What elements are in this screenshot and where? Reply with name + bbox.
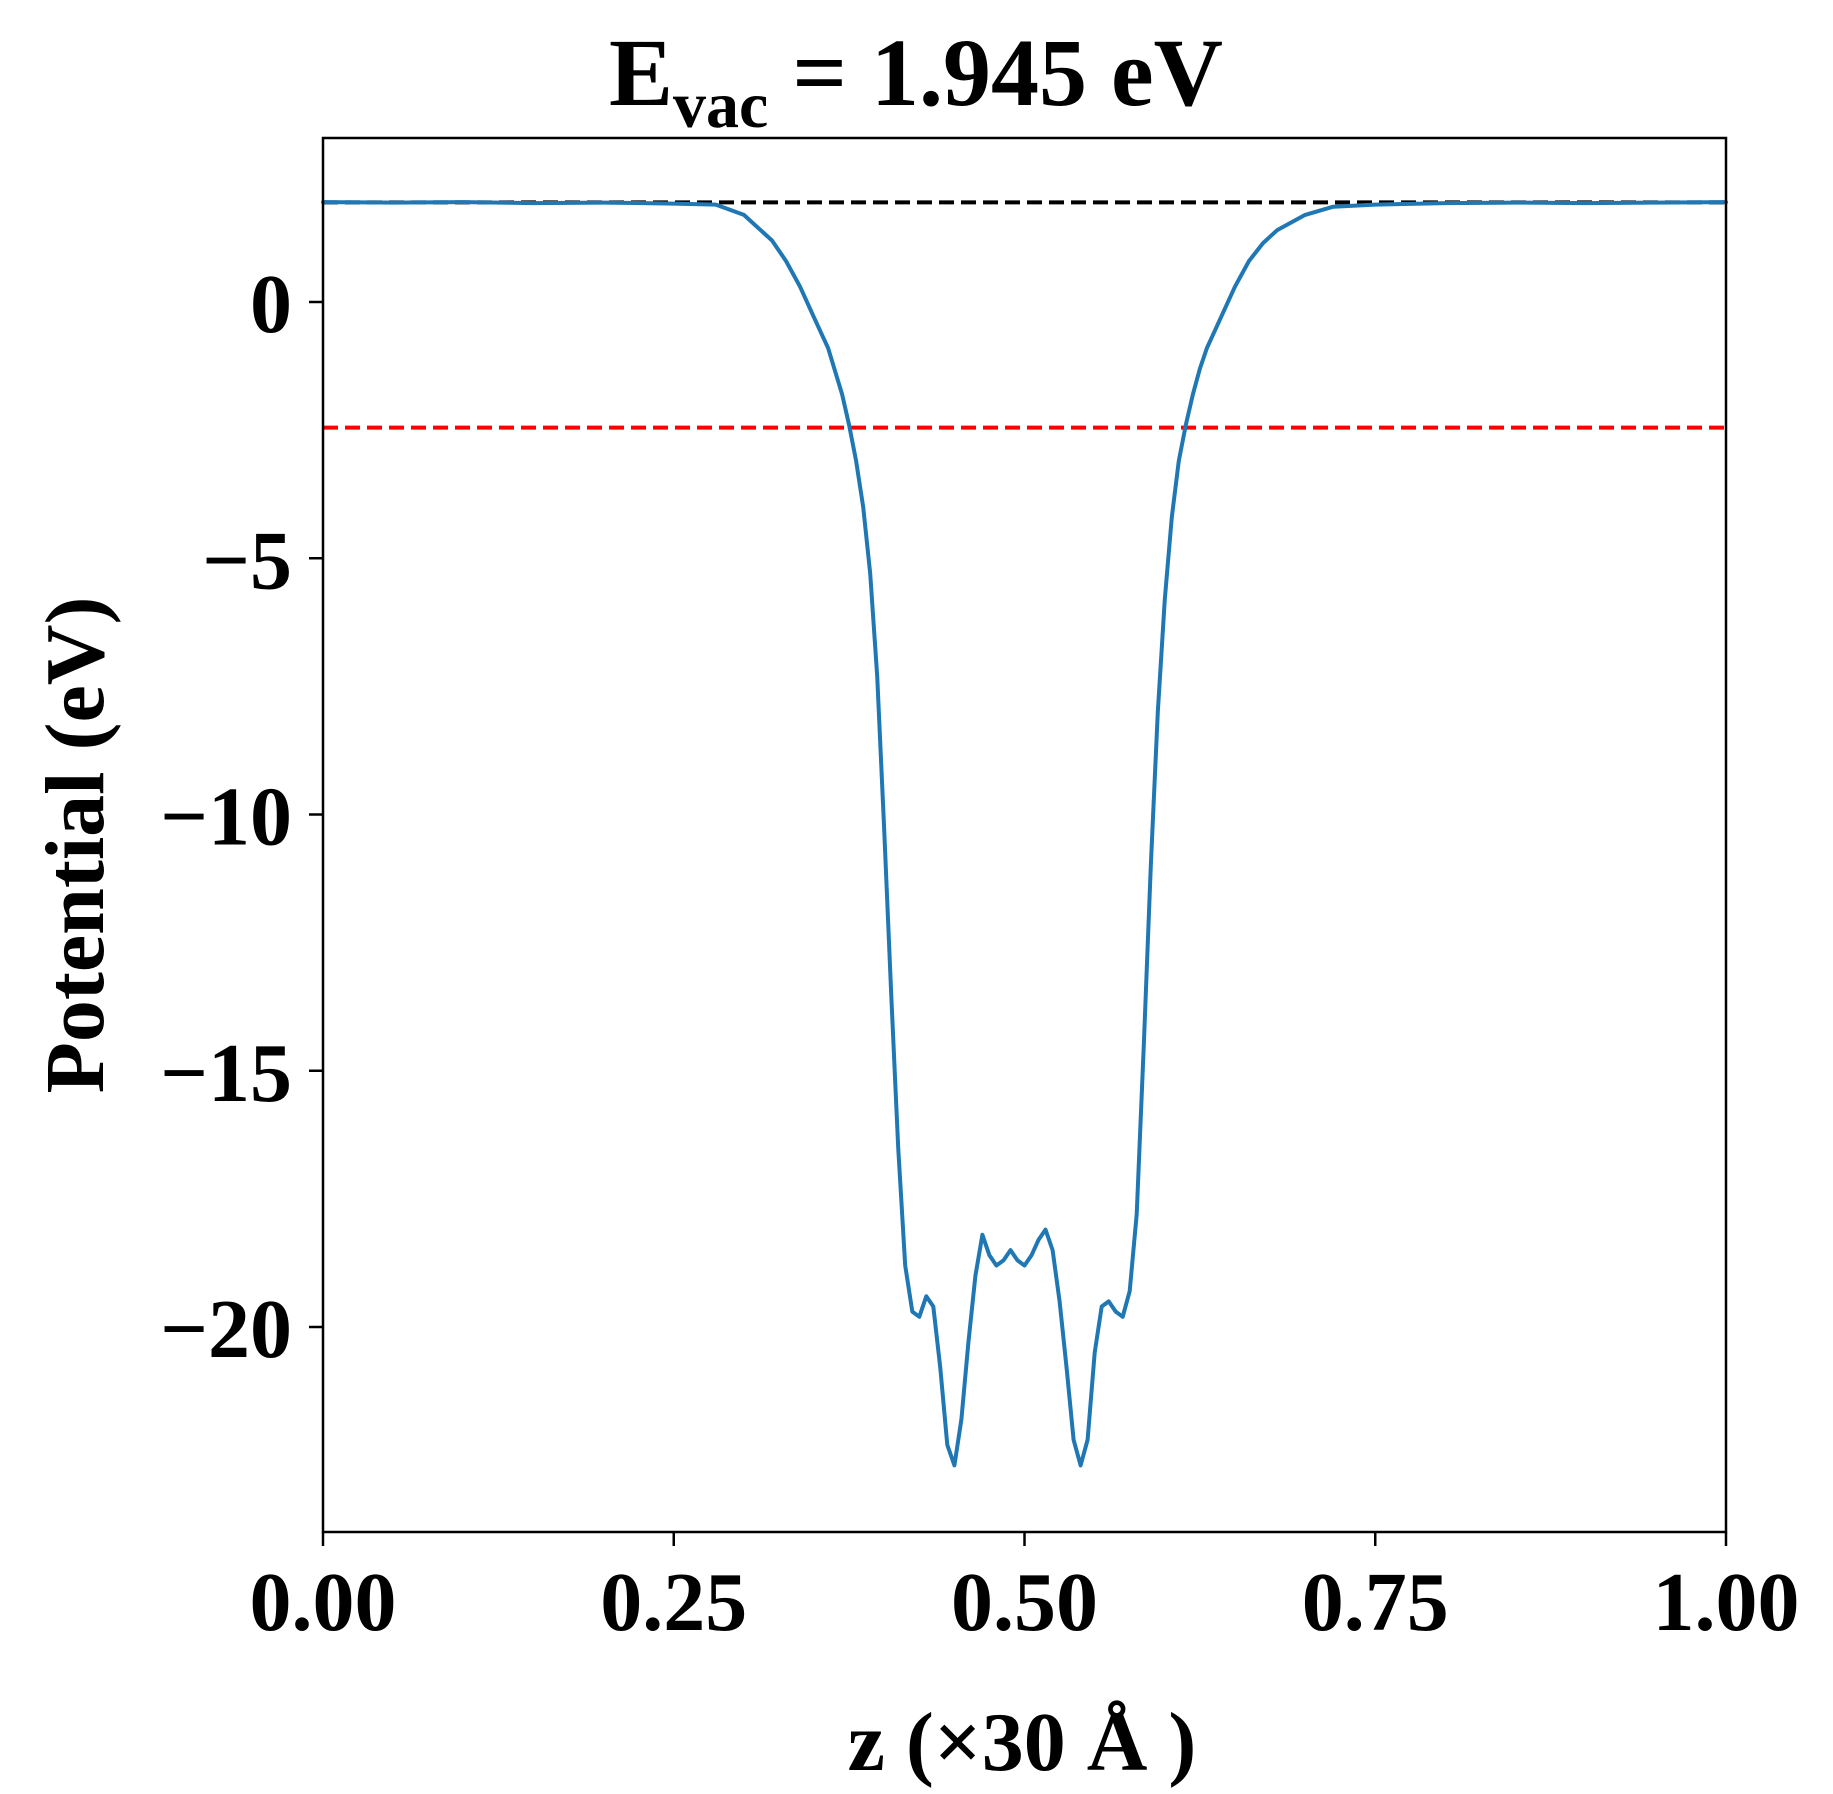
x-axis-label: z (×30 Å ) bbox=[848, 1696, 1197, 1789]
y-axis-ticks: 0 −5 −10 −15 −20 bbox=[160, 258, 323, 1376]
y-tick-label: 0 bbox=[250, 258, 292, 351]
y-axis-label: Potential (eV) bbox=[29, 597, 122, 1094]
x-tick-label: 1.00 bbox=[1653, 1556, 1800, 1649]
x-axis-ticks: 0.00 0.25 0.50 0.75 1.00 bbox=[250, 1532, 1800, 1649]
axes-frame bbox=[321, 136, 1728, 1534]
y-tick-label: −15 bbox=[160, 1027, 292, 1120]
plot-area bbox=[321, 136, 1728, 1534]
chart-title: Evac = 1.945 eV bbox=[609, 19, 1223, 142]
x-tick-label: 0.75 bbox=[1302, 1556, 1449, 1649]
y-tick-label: −10 bbox=[160, 771, 292, 864]
chart-title-subscript: vac bbox=[673, 69, 768, 142]
y-tick-label: −5 bbox=[202, 514, 292, 607]
series-line-1 bbox=[321, 200, 1728, 1468]
chart-title-main: E bbox=[609, 19, 673, 126]
x-tick-label: 0.50 bbox=[951, 1556, 1098, 1649]
y-tick-label: −20 bbox=[160, 1283, 292, 1376]
x-tick-label: 0.25 bbox=[600, 1556, 747, 1649]
x-tick-label: 0.00 bbox=[250, 1556, 397, 1649]
chart-title-suffix: = 1.945 eV bbox=[768, 19, 1223, 126]
